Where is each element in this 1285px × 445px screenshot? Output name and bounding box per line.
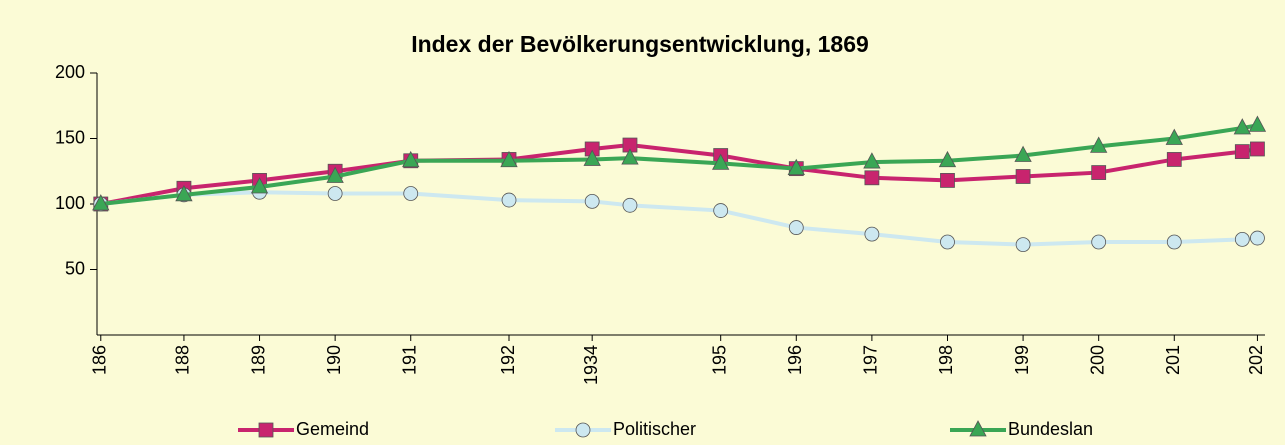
marker	[788, 220, 804, 235]
y-tick-label: 150	[55, 127, 85, 147]
x-tick-label: 195	[709, 345, 729, 375]
x-tick-label: 192	[498, 345, 518, 375]
marker	[584, 193, 600, 209]
marker	[92, 194, 110, 211]
marker	[1248, 115, 1267, 132]
x-tick-label: 189	[248, 345, 268, 375]
marker	[500, 150, 518, 168]
marker	[1250, 141, 1265, 157]
marker	[1233, 118, 1251, 135]
marker	[621, 148, 639, 165]
legend-marker	[258, 422, 274, 438]
marker	[175, 184, 193, 202]
marker	[787, 158, 805, 176]
marker	[1090, 136, 1108, 153]
marker	[583, 149, 601, 166]
marker	[1165, 128, 1183, 145]
marker	[403, 186, 419, 201]
marker	[864, 170, 880, 186]
marker	[1166, 152, 1182, 167]
x-tick-label: 197	[861, 345, 881, 375]
marker	[402, 150, 420, 168]
marker	[940, 234, 955, 250]
marker	[863, 152, 881, 169]
x-tick-label: 201	[1163, 345, 1183, 375]
y-tick-label: 200	[55, 62, 85, 82]
y-tick-label: 50	[65, 258, 85, 278]
marker	[940, 173, 955, 188]
y-tick-label: 100	[55, 193, 85, 213]
marker	[713, 203, 729, 218]
x-tick-label: 199	[1012, 345, 1032, 375]
chart-title: Index der Bevölkerungsentwicklung, 1869	[411, 31, 869, 57]
marker	[864, 226, 880, 242]
x-tick-label: 1934	[581, 345, 601, 385]
legend-marker	[969, 420, 987, 437]
marker	[1014, 145, 1032, 162]
x-tick-label: 191	[399, 345, 419, 375]
x-tick-label: 202	[1246, 345, 1266, 375]
legend-label: Gemeind	[296, 419, 369, 439]
marker	[1250, 230, 1265, 246]
marker	[712, 153, 730, 170]
marker	[938, 150, 957, 168]
marker	[501, 192, 517, 208]
x-tick-label: 190	[324, 345, 344, 375]
series-line	[100, 190, 1258, 247]
marker	[1234, 144, 1250, 160]
marker	[622, 197, 638, 213]
series-line	[100, 143, 1258, 206]
x-tick-label: 198	[936, 345, 956, 375]
legend-label: Bundeslan	[1008, 419, 1093, 439]
marker	[326, 166, 344, 183]
marker	[1015, 237, 1031, 253]
x-tick-label: 186	[90, 345, 110, 375]
legend-label: Politischer	[613, 419, 696, 439]
marker	[1166, 234, 1182, 250]
marker	[1091, 234, 1107, 250]
legend-marker	[575, 422, 591, 438]
x-tick-label: 188	[173, 345, 193, 375]
marker	[1234, 231, 1250, 247]
marker	[327, 186, 343, 201]
marker	[1015, 169, 1031, 184]
x-tick-label: 196	[785, 345, 805, 375]
marker	[250, 177, 269, 194]
x-tick-label: 200	[1087, 345, 1107, 375]
marker	[1091, 165, 1107, 180]
